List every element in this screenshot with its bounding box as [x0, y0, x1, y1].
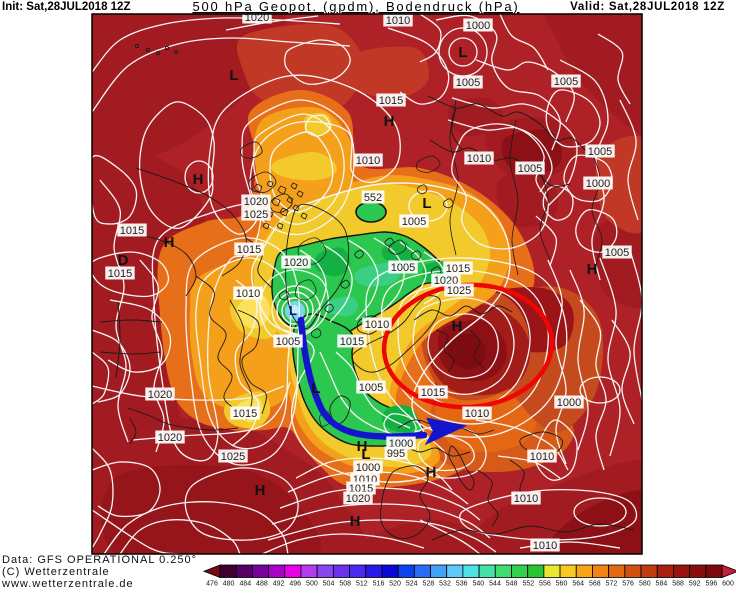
svg-text:532: 532 — [439, 581, 451, 588]
svg-text:1005: 1005 — [359, 382, 383, 394]
svg-text:488: 488 — [256, 581, 268, 588]
svg-text:1020: 1020 — [284, 257, 308, 269]
svg-text:H: H — [350, 513, 361, 530]
svg-text:544: 544 — [489, 581, 501, 588]
svg-text:480: 480 — [223, 581, 235, 588]
svg-text:H: H — [357, 438, 368, 455]
svg-text:584: 584 — [656, 581, 668, 588]
svg-text:1000: 1000 — [586, 178, 610, 190]
svg-text:600: 600 — [722, 581, 734, 588]
svg-text:1020: 1020 — [158, 432, 182, 444]
svg-text:1015: 1015 — [120, 225, 144, 237]
svg-text:1025: 1025 — [221, 451, 245, 463]
svg-text:500: 500 — [306, 581, 318, 588]
svg-text:484: 484 — [239, 581, 251, 588]
svg-text:1000: 1000 — [466, 20, 490, 32]
svg-text:596: 596 — [706, 581, 718, 588]
svg-text:528: 528 — [423, 581, 435, 588]
svg-text:1005: 1005 — [588, 146, 612, 158]
svg-text:H: H — [255, 482, 266, 499]
svg-text:476: 476 — [206, 581, 218, 588]
svg-text:1005: 1005 — [518, 163, 542, 175]
svg-text:576: 576 — [622, 581, 634, 588]
svg-text:580: 580 — [639, 581, 651, 588]
svg-text:516: 516 — [373, 581, 385, 588]
svg-text:1015: 1015 — [446, 263, 470, 275]
svg-text:L: L — [229, 67, 238, 84]
svg-text:568: 568 — [589, 581, 601, 588]
svg-text:556: 556 — [539, 581, 551, 588]
svg-text:508: 508 — [339, 581, 351, 588]
svg-text:(C) Wetterzentrale: (C) Wetterzentrale — [2, 566, 110, 578]
svg-text:500 hPa Geopot. (gpdm), Bodend: 500 hPa Geopot. (gpdm), Bodendruck (hPa) — [192, 0, 519, 14]
svg-text:1010: 1010 — [467, 153, 491, 165]
svg-text:L: L — [422, 195, 431, 212]
svg-text:1015: 1015 — [421, 387, 445, 399]
svg-text:540: 540 — [472, 581, 484, 588]
svg-text:1015: 1015 — [379, 95, 403, 107]
svg-text:1010: 1010 — [465, 408, 489, 420]
svg-text:588: 588 — [672, 581, 684, 588]
svg-text:572: 572 — [606, 581, 618, 588]
svg-text:1010: 1010 — [236, 288, 260, 300]
svg-text:L: L — [458, 44, 467, 61]
svg-text:564: 564 — [572, 581, 584, 588]
svg-text:1005: 1005 — [276, 336, 300, 348]
svg-text:H: H — [452, 318, 463, 335]
svg-text:L: L — [361, 446, 370, 463]
svg-text:592: 592 — [689, 581, 701, 588]
svg-text:H: H — [384, 113, 395, 130]
svg-text:1020: 1020 — [148, 389, 172, 401]
svg-text:520: 520 — [389, 581, 401, 588]
svg-text:1005: 1005 — [402, 216, 426, 228]
svg-text:H: H — [164, 234, 175, 251]
svg-text:1010: 1010 — [356, 155, 380, 167]
svg-text:1015: 1015 — [237, 244, 261, 256]
svg-text:1015: 1015 — [108, 268, 132, 280]
svg-text:1010: 1010 — [530, 451, 554, 463]
svg-text:548: 548 — [506, 581, 518, 588]
svg-text:1015: 1015 — [340, 336, 364, 348]
svg-text:1020: 1020 — [346, 493, 370, 505]
svg-text:www.wetterzentrale.de: www.wetterzentrale.de — [1, 578, 134, 590]
svg-text:L: L — [311, 380, 320, 397]
svg-text:1005: 1005 — [456, 77, 480, 89]
svg-text:H: H — [587, 261, 598, 278]
svg-text:536: 536 — [456, 581, 468, 588]
svg-text:504: 504 — [323, 581, 335, 588]
svg-text:Data: GFS OPERATIONAL 0.250°: Data: GFS OPERATIONAL 0.250° — [2, 554, 197, 566]
svg-text:H: H — [193, 171, 204, 188]
svg-text:1010: 1010 — [386, 15, 410, 27]
svg-text:1010: 1010 — [533, 540, 557, 552]
svg-text:H: H — [426, 464, 437, 481]
svg-text:1020: 1020 — [244, 196, 268, 208]
svg-text:1025: 1025 — [447, 285, 471, 297]
svg-text:492: 492 — [273, 581, 285, 588]
svg-text:Init: Sat,28JUL2018 12Z: Init: Sat,28JUL2018 12Z — [2, 1, 130, 13]
svg-text:D: D — [118, 252, 129, 269]
svg-text:1025: 1025 — [244, 209, 268, 221]
svg-text:552: 552 — [364, 192, 382, 204]
svg-text:1010: 1010 — [514, 493, 538, 505]
svg-text:1005: 1005 — [605, 247, 629, 259]
svg-text:552: 552 — [522, 581, 534, 588]
svg-text:512: 512 — [356, 581, 368, 588]
svg-text:1005: 1005 — [554, 76, 578, 88]
svg-text:Valid: Sat,28JUL2018 12Z: Valid: Sat,28JUL2018 12Z — [570, 1, 725, 13]
svg-text:1020: 1020 — [245, 12, 269, 24]
svg-text:496: 496 — [289, 581, 301, 588]
svg-text:524: 524 — [406, 581, 418, 588]
svg-text:560: 560 — [556, 581, 568, 588]
svg-text:1000: 1000 — [557, 397, 581, 409]
svg-text:1000: 1000 — [356, 462, 380, 474]
svg-text:L: L — [289, 303, 297, 318]
svg-text:1010: 1010 — [365, 319, 389, 331]
svg-text:1005: 1005 — [391, 262, 415, 274]
svg-text:995: 995 — [387, 448, 405, 460]
svg-text:1015: 1015 — [233, 408, 257, 420]
